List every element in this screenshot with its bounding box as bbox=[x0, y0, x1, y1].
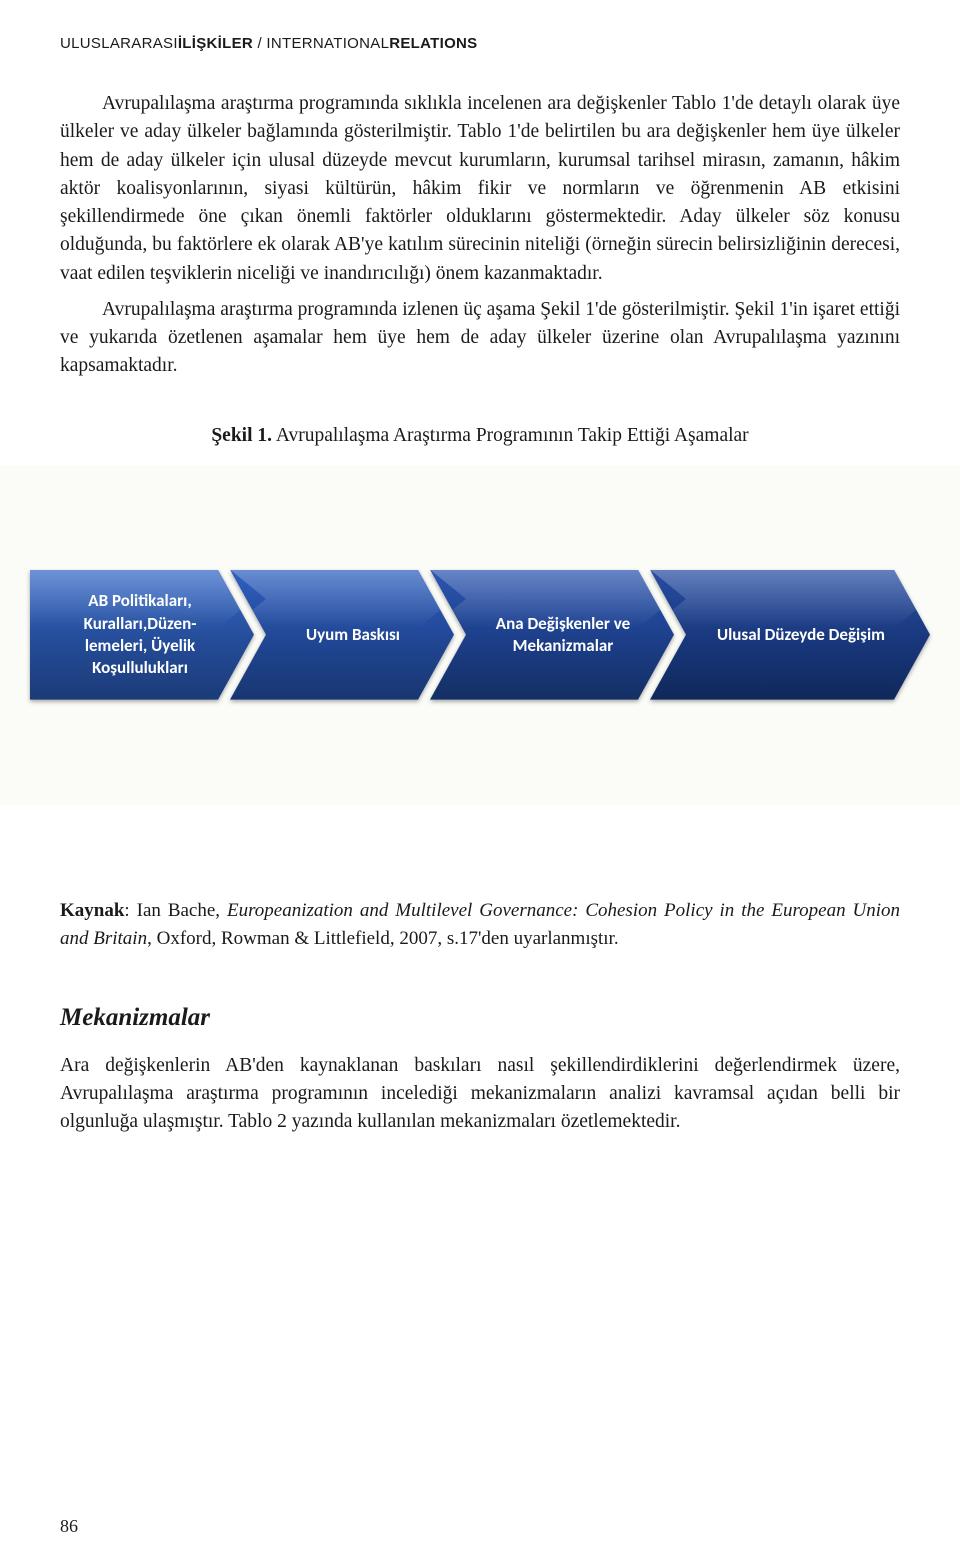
paragraph-1-text: Avrupalılaşma araştırma programında sıkl… bbox=[60, 93, 900, 284]
chevron-step-3: Ana Değişkenler veMekanizmalar bbox=[430, 570, 674, 700]
chevron-step-1: AB Politikaları,Kuralları,Düzen-lemeleri… bbox=[30, 570, 254, 700]
chevron-step-3-label: Ana Değişkenler veMekanizmalar bbox=[496, 613, 630, 657]
figure-label: Şekil 1. bbox=[211, 425, 272, 446]
paragraph-2: Avrupalılaşma araştırma programında izle… bbox=[60, 296, 900, 381]
header-part-1a: ULUSLARARASI bbox=[60, 35, 178, 52]
paragraph-2-text: Avrupalılaşma araştırma programında izle… bbox=[60, 299, 900, 377]
process-diagram: AB Politikaları,Kuralları,Düzen-lemeleri… bbox=[0, 465, 960, 805]
chevron-step-2: Uyum Baskısı bbox=[230, 570, 454, 700]
chevron-step-2-label: Uyum Baskısı bbox=[306, 624, 400, 646]
figure-source: Kaynak: Ian Bache, Europeanization and M… bbox=[60, 897, 900, 954]
journal-header: ULUSLARARASIİLİŞKİLER / INTERNATIONALREL… bbox=[60, 35, 900, 52]
paragraph-3: Ara değişkenlerin AB'den kaynaklanan bas… bbox=[60, 1052, 900, 1137]
header-part-1b: İLİŞKİLER bbox=[178, 35, 253, 52]
source-label: Kaynak bbox=[60, 900, 124, 921]
figure-caption-rest: Avrupalılaşma Araştırma Programının Taki… bbox=[272, 425, 749, 446]
paragraph-3-text: Ara değişkenlerin AB'den kaynaklanan bas… bbox=[60, 1055, 900, 1133]
section-heading-mekanizmalar: Mekanizmalar bbox=[60, 1004, 900, 1032]
source-tail: , Oxford, Rowman & Littlefield, 2007, s.… bbox=[147, 928, 619, 949]
figure-caption: Şekil 1. Avrupalılaşma Araştırma Program… bbox=[60, 425, 900, 447]
chevron-row: AB Politikaları,Kuralları,Düzen-lemeleri… bbox=[30, 570, 930, 700]
header-part-2b: RELATIONS bbox=[389, 35, 477, 52]
header-part-2a: INTERNATIONAL bbox=[266, 35, 389, 52]
chevron-step-4: Ulusal Düzeyde Değişim bbox=[650, 570, 930, 700]
chevron-step-1-label: AB Politikaları,Kuralları,Düzen-lemeleri… bbox=[84, 590, 197, 678]
chevron-step-4-label: Ulusal Düzeyde Değişim bbox=[717, 624, 885, 646]
source-after-label: : Ian Bache, bbox=[124, 900, 227, 921]
page-number: 86 bbox=[60, 1516, 78, 1537]
paragraph-1: Avrupalılaşma araştırma programında sıkl… bbox=[60, 90, 900, 288]
header-sep: / bbox=[253, 35, 266, 52]
